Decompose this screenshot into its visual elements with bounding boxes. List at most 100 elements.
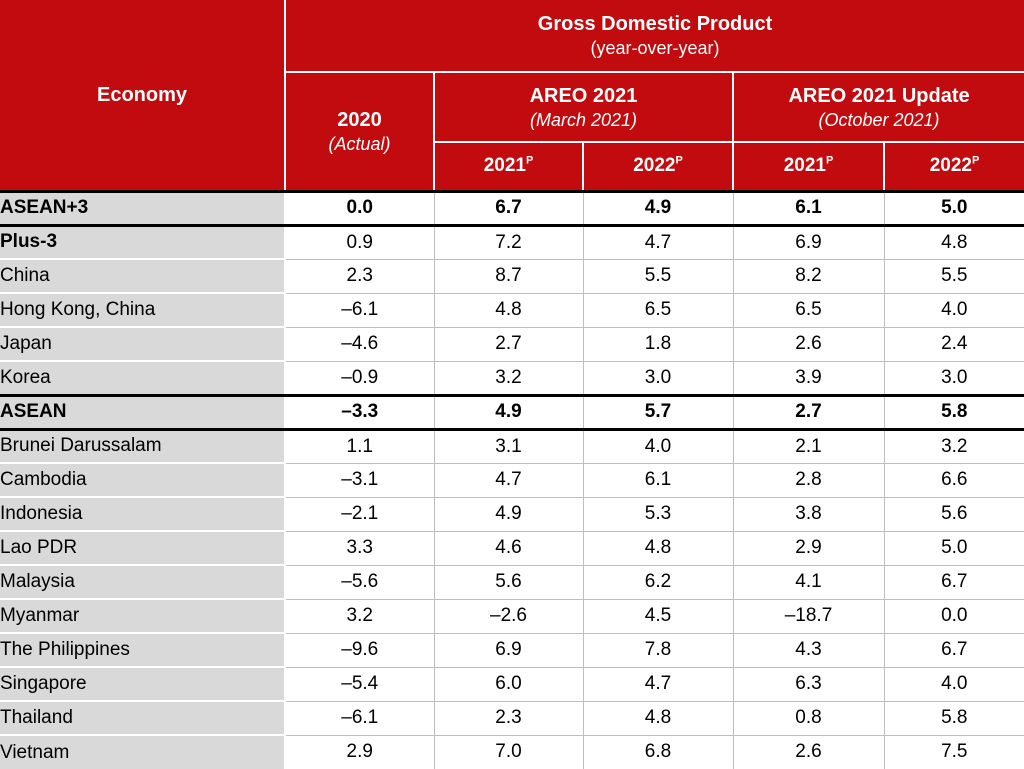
gdp-value-cell: 0.9 [284,225,434,260]
table-row: ASEAN+3 0.0 6.7 4.9 6.1 5.0 [0,191,1024,227]
gdp-value-cell: 3.8 [732,497,884,532]
gdp-value-cell: 0.0 [284,191,434,227]
table-row: Malaysia –5.6 5.6 6.2 4.1 6.7 [0,565,1024,600]
gdp-value-cell: 5.6 [433,565,583,600]
gdp-value-cell: 4.7 [433,463,583,498]
gdp-value-cell: 6.3 [732,667,884,702]
projection-superscript: P [525,154,534,167]
gdp-value-cell: –9.6 [284,633,434,668]
gdp-value-cell: 3.2 [433,361,583,396]
table-row: Myanmar 3.2 –2.6 4.5 –18.7 0.0 [0,599,1024,634]
year-label: 2022 [633,155,676,177]
gdp-value-cell: 2.3 [433,701,583,736]
gdp-value-cell: 7.2 [433,225,583,260]
group-header-areo-update: AREO 2021 Update (October 2021) [731,71,1024,143]
gdp-value-cell: 5.6 [883,497,1024,532]
economy-column-header: Economy [0,0,286,193]
gdp-value-cell: 2.9 [284,735,434,769]
projection-superscript: P [825,154,834,167]
gdp-value-cell: 4.9 [582,191,733,227]
economy-name-cell: Cambodia [0,463,286,498]
gdp-value-cell: 5.8 [883,701,1024,736]
year-label: 2021 [783,155,826,177]
gdp-value-cell: –5.4 [284,667,434,702]
economy-name-cell: Singapore [0,667,286,702]
gdp-value-cell: 2.7 [433,327,583,362]
gdp-value-cell: 4.6 [433,531,583,566]
gdp-value-cell: 3.2 [883,429,1024,464]
gdp-value-cell: 6.8 [582,735,733,769]
economy-name-cell: Vietnam [0,735,286,769]
gdp-value-cell: 5.8 [883,393,1024,431]
gdp-value-cell: 6.6 [883,463,1024,498]
table-row: Japan –4.6 2.7 1.8 2.6 2.4 [0,327,1024,362]
gdp-value-cell: 3.0 [883,361,1024,396]
year-label: 2021 [483,155,526,177]
gdp-value-cell: 4.7 [582,667,733,702]
column-header-2020-sub: (Actual) [328,134,391,154]
gdp-title: Gross Domestic Product [537,13,773,36]
group-header-areo-march-sub: (March 2021) [529,109,638,130]
gdp-value-cell: 4.8 [883,225,1024,260]
gdp-value-cell: 3.9 [732,361,884,396]
gdp-value-cell: 1.8 [582,327,733,362]
gdp-value-cell: 2.6 [732,735,884,769]
table-row: Hong Kong, China –6.1 4.8 6.5 6.5 4.0 [0,293,1024,328]
economy-name-cell: Brunei Darussalam [0,429,286,464]
economy-name-cell: Malaysia [0,565,286,600]
economy-name-cell: Thailand [0,701,286,736]
gdp-value-cell: 6.7 [433,191,583,227]
gdp-value-cell: 0.8 [732,701,884,736]
table-row: Singapore –5.4 6.0 4.7 6.3 4.0 [0,667,1024,702]
gdp-value-cell: 4.3 [732,633,884,668]
group-header-areo-march-title: AREO 2021 [529,84,638,107]
gdp-value-cell: 4.7 [582,225,733,260]
table-header: Economy Gross Domestic Product (year-ove… [0,0,1024,193]
gdp-value-cell: 4.9 [433,497,583,532]
table-row: Plus-3 0.9 7.2 4.7 6.9 4.8 [0,225,1024,260]
gdp-value-cell: 5.0 [883,191,1024,227]
gdp-value-cell: 2.8 [732,463,884,498]
gdp-value-cell: 7.0 [433,735,583,769]
gdp-value-cell: 4.9 [433,393,583,431]
gdp-value-cell: 2.1 [732,429,884,464]
gdp-value-cell: –2.1 [284,497,434,532]
economy-name-cell: Hong Kong, China [0,293,286,328]
economy-name-cell: Indonesia [0,497,286,532]
gdp-value-cell: 8.7 [433,259,583,294]
gdp-value-cell: 1.1 [284,429,434,464]
table-row: The Philippines –9.6 6.9 7.8 4.3 6.7 [0,633,1024,668]
column-header-2020-year: 2020 [337,109,382,131]
gdp-value-cell: 2.4 [883,327,1024,362]
gdp-value-cell: 3.2 [284,599,434,634]
gdp-value-cell: –6.1 [284,293,434,328]
gdp-value-cell: –3.1 [284,463,434,498]
gdp-value-cell: 6.0 [433,667,583,702]
gdp-value-cell: –2.6 [433,599,583,634]
gdp-subtitle: (year-over-year) [590,38,720,59]
gdp-value-cell: 3.0 [582,361,733,396]
economy-name-cell: Japan [0,327,286,362]
table-body: ASEAN+3 0.0 6.7 4.9 6.1 5.0 Plus-3 0.9 7.2 4.7 6.9… [0,191,1024,769]
economy-name-cell: ASEAN [0,393,286,431]
gdp-value-cell: 4.8 [433,293,583,328]
table-row: Korea –0.9 3.2 3.0 3.9 3.0 [0,361,1024,396]
gdp-value-cell: 6.9 [732,225,884,260]
gdp-value-cell: 6.9 [433,633,583,668]
gdp-value-cell: –18.7 [732,599,884,634]
group-header-areo-update-sub: (October 2021) [818,109,940,130]
gdp-value-cell: 7.5 [883,735,1024,769]
projection-superscript: P [971,154,980,167]
gdp-value-cell: 8.2 [732,259,884,294]
economy-name-cell: Lao PDR [0,531,286,566]
gdp-value-cell: 5.5 [883,259,1024,294]
economy-name-cell: Myanmar [0,599,286,634]
column-header-2020: 2020 (Actual) [284,71,435,193]
economy-name-cell: ASEAN+3 [0,191,286,227]
gdp-value-cell: 6.7 [883,633,1024,668]
gdp-value-cell: 4.0 [883,293,1024,328]
gdp-value-cell: 2.6 [732,327,884,362]
gdp-value-cell: 5.0 [883,531,1024,566]
